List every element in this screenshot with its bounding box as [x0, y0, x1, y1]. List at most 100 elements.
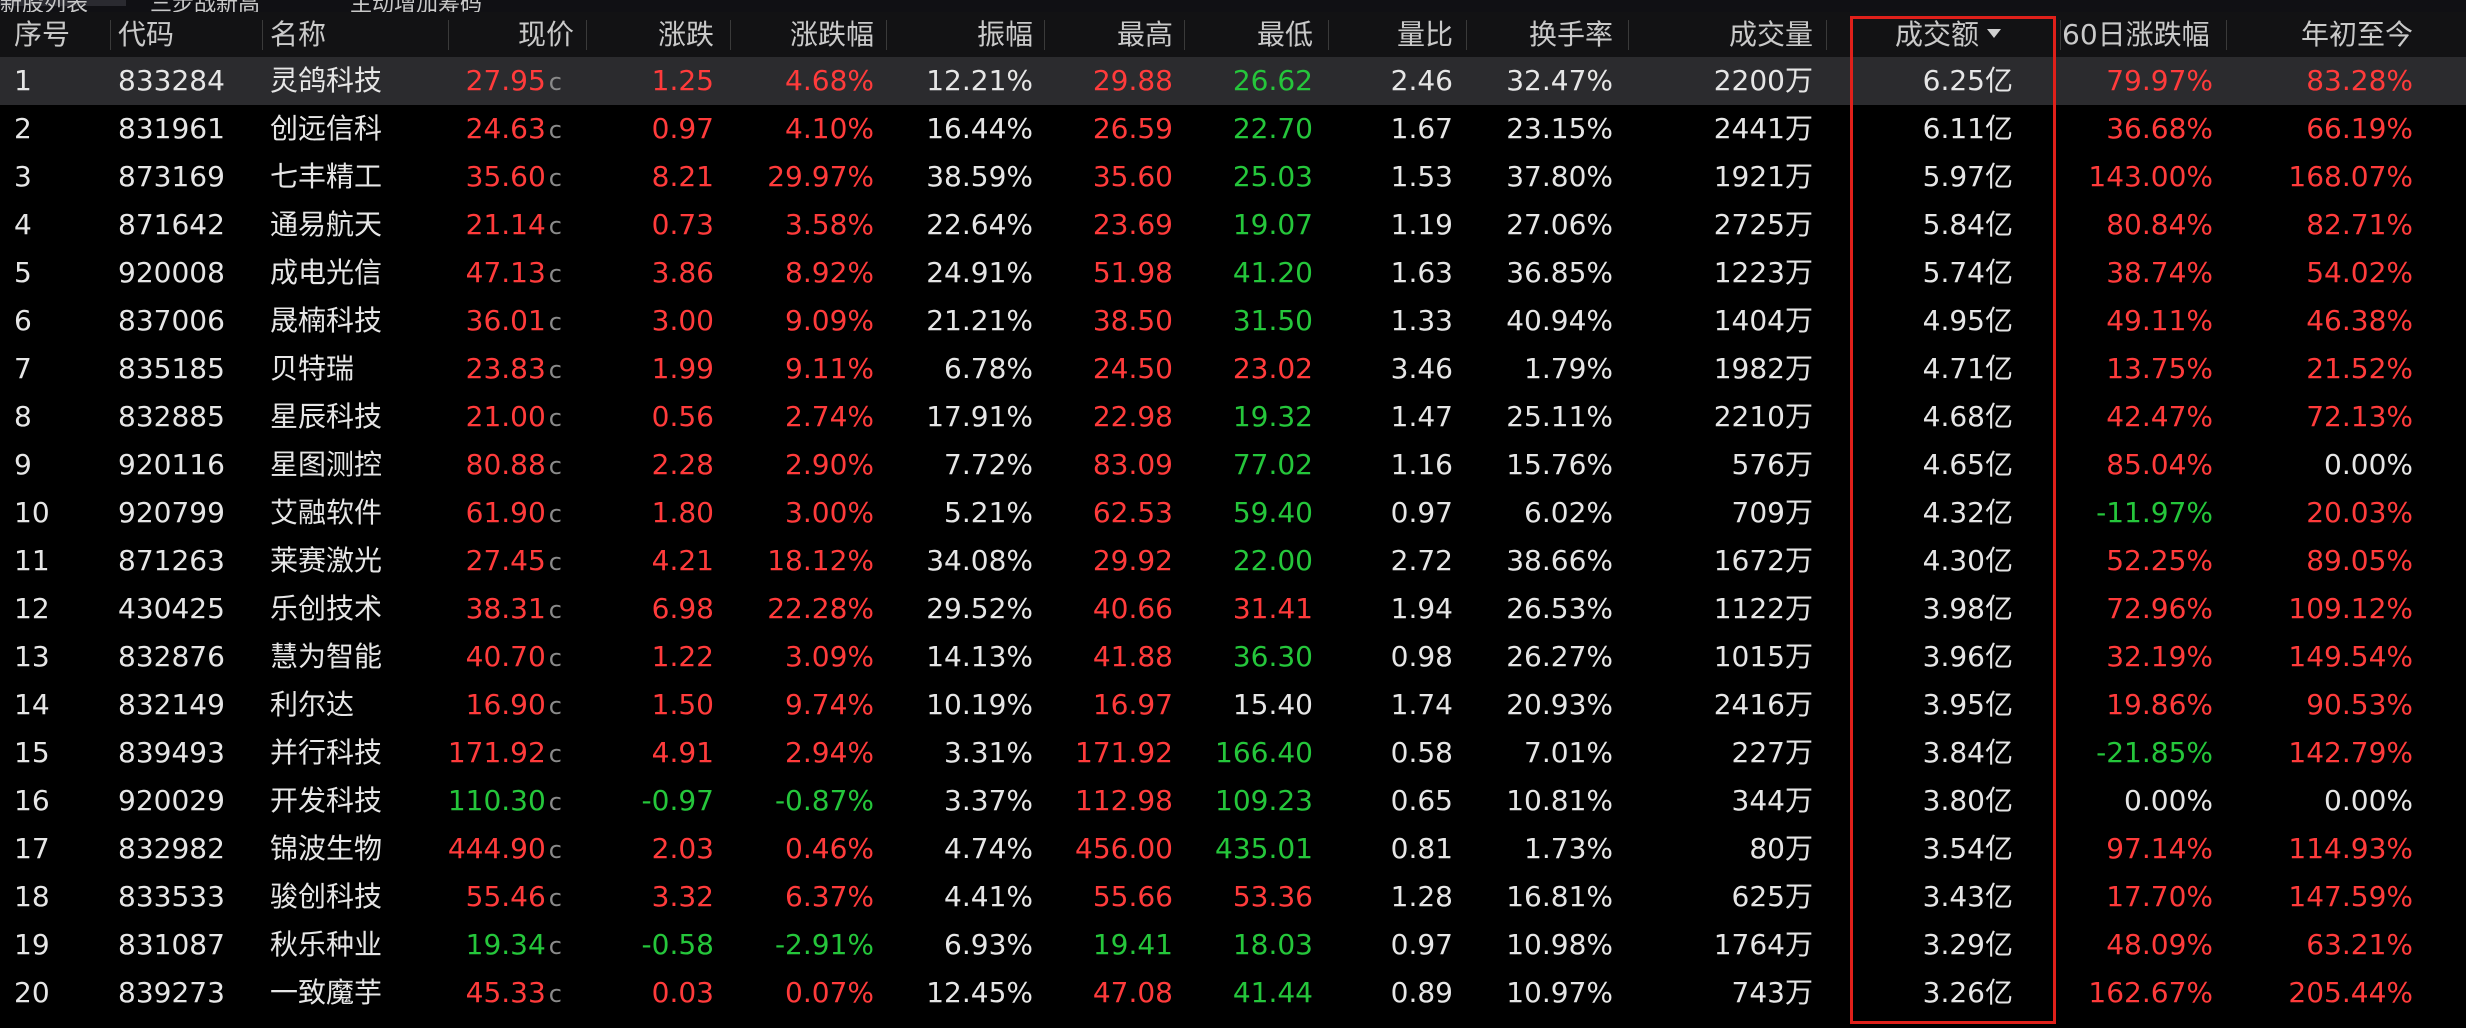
table-row[interactable]: 17 832982 锦波生物 444.90 c 2.03 0.46% 4.74% 456.00 4…: [0, 825, 2466, 873]
cell-index: 20: [14, 976, 50, 1009]
header-volume[interactable]: 成交量: [1728, 18, 1813, 51]
column-separator[interactable]: [886, 20, 887, 50]
cell-turnover: 20.93%: [1506, 688, 1613, 721]
column-separator[interactable]: [262, 20, 263, 50]
table-row[interactable]: 6 837006 晟楠科技 36.01 c 3.00 9.09% 21.21% 38.50 31.…: [0, 297, 2466, 345]
cell-amount: 4.95亿: [1922, 304, 2013, 337]
cell-ytd: 63.21%: [2306, 928, 2413, 961]
cell-code: 920029: [118, 784, 225, 817]
cell-change: 2.03: [651, 832, 714, 865]
cell-change: 0.03: [651, 976, 714, 1009]
column-separator[interactable]: [1466, 20, 1467, 50]
cell-index: 15: [14, 736, 50, 769]
column-separator[interactable]: [1044, 20, 1045, 50]
header-low[interactable]: 最低: [1256, 18, 1313, 51]
cell-60d-change: 49.11%: [2106, 304, 2213, 337]
price-suffix: c: [548, 644, 562, 672]
cell-amplitude: 17.91%: [926, 400, 1033, 433]
price-suffix: c: [548, 836, 562, 864]
cell-ytd: 20.03%: [2306, 496, 2413, 529]
column-separator[interactable]: [586, 20, 587, 50]
header-name[interactable]: 名称: [270, 18, 327, 51]
cell-name: 一致魔芋: [270, 976, 383, 1009]
header-turnover[interactable]: 换手率: [1528, 18, 1613, 51]
table-row[interactable]: 10 920799 艾融软件 61.90 c 1.80 3.00% 5.21% 62.53 59.…: [0, 489, 2466, 537]
cell-volume: 2725万: [1713, 208, 1813, 241]
table-row[interactable]: 15 839493 并行科技 171.92 c 4.91 2.94% 3.31% 171.92 1…: [0, 729, 2466, 777]
column-separator[interactable]: [110, 20, 111, 50]
cell-high: 19.41: [1092, 928, 1173, 961]
header-index[interactable]: 序号: [14, 18, 71, 51]
table-row[interactable]: 1 833284 灵鸽科技 27.95 c 1.25 4.68% 12.21% 29.88 26.…: [0, 57, 2466, 105]
cell-index: 1: [14, 64, 32, 97]
cell-price: 21.14 c: [420, 201, 562, 249]
header-change-pct[interactable]: 涨跌幅: [789, 18, 874, 51]
table-row[interactable]: 2 831961 创远信科 24.63 c 0.97 4.10% 16.44% 26.59 22.…: [0, 105, 2466, 153]
price-value: 55.46: [465, 880, 546, 913]
table-row[interactable]: 16 920029 开发科技 110.30 c -0.97 -0.87% 3.37% 112.9…: [0, 777, 2466, 825]
table-row[interactable]: 9 920116 星图测控 80.88 c 2.28 2.90% 7.72% 83.09 77.0…: [0, 441, 2466, 489]
header-amount[interactable]: 成交额: [1830, 12, 2001, 57]
column-separator[interactable]: [1826, 20, 1827, 50]
cell-code: 920116: [118, 448, 225, 481]
cell-low: 22.00: [1232, 544, 1313, 577]
cell-low: 435.01: [1215, 832, 1313, 865]
table-row[interactable]: 8 832885 星辰科技 21.00 c 0.56 2.74% 17.91% 22.98 19.…: [0, 393, 2466, 441]
cell-amount: 3.84亿: [1922, 736, 2013, 769]
cell-name: 莱赛激光: [270, 544, 383, 577]
cell-ytd: 66.19%: [2306, 112, 2413, 145]
table-row[interactable]: 11 871263 莱赛激光 27.45 c 4.21 18.12% 34.08% 29.92 2…: [0, 537, 2466, 585]
table-row[interactable]: 5 920008 成电光信 47.13 c 3.86 8.92% 24.91% 51.98 41.…: [0, 249, 2466, 297]
cell-high: 456.00: [1075, 832, 1173, 865]
cell-volume-ratio: 0.58: [1390, 736, 1453, 769]
cell-low: 109.23: [1215, 784, 1313, 817]
cell-ytd: 0.00%: [2324, 448, 2413, 481]
table-row[interactable]: 14 832149 利尔达 16.90 c 1.50 9.74% 10.19% 16.97 15.…: [0, 681, 2466, 729]
column-separator[interactable]: [2226, 20, 2227, 50]
price-value: 19.34: [465, 928, 546, 961]
header-change[interactable]: 涨跌: [657, 18, 714, 51]
header-ytd[interactable]: 年初至今: [2300, 18, 2413, 51]
cell-change: 0.73: [651, 208, 714, 241]
cell-amount: 3.29亿: [1922, 928, 2013, 961]
cell-volume-ratio: 1.94: [1390, 592, 1453, 625]
header-60d-change[interactable]: 60日涨跌幅: [2062, 18, 2210, 51]
cell-turnover: 32.47%: [1506, 64, 1613, 97]
table-row[interactable]: 4 871642 通易航天 21.14 c 0.73 3.58% 22.64% 23.69 19.…: [0, 201, 2466, 249]
table-row[interactable]: 7 835185 贝特瑞 23.83 c 1.99 9.11% 6.78% 24.50 23.02…: [0, 345, 2466, 393]
column-separator[interactable]: [730, 20, 731, 50]
tab-new-stocks[interactable]: 新股列表: [0, 0, 88, 12]
column-separator[interactable]: [1628, 20, 1629, 50]
cell-amplitude: 38.59%: [926, 160, 1033, 193]
price-suffix: c: [548, 548, 562, 576]
price-suffix: c: [548, 308, 562, 336]
tab-increase-chips[interactable]: 主动增加筹码: [350, 0, 482, 12]
table-row[interactable]: 20 839273 一致魔芋 45.33 c 0.03 0.07% 12.45% 47.08 41…: [0, 969, 2466, 1017]
cell-volume: 2210万: [1713, 400, 1813, 433]
header-high[interactable]: 最高: [1116, 18, 1173, 51]
cell-change-pct: 2.74%: [785, 400, 874, 433]
column-separator[interactable]: [1184, 20, 1185, 50]
cell-index: 13: [14, 640, 50, 673]
table-row[interactable]: 3 873169 七丰精工 35.60 c 8.21 29.97% 38.59% 35.60 25…: [0, 153, 2466, 201]
cell-ytd: 109.12%: [2288, 592, 2413, 625]
cell-60d-change: -21.85%: [2096, 736, 2213, 769]
column-separator[interactable]: [1328, 20, 1329, 50]
table-row[interactable]: 13 832876 慧为智能 40.70 c 1.22 3.09% 14.13% 41.88 36…: [0, 633, 2466, 681]
column-separator[interactable]: [448, 20, 449, 50]
cell-turnover: 10.97%: [1506, 976, 1613, 1009]
header-volume-ratio[interactable]: 量比: [1396, 18, 1453, 51]
cell-price: 27.45 c: [420, 537, 562, 585]
table-row[interactable]: 19 831087 秋乐种业 19.34 c -0.58 -2.91% 6.93% 19.41 1…: [0, 921, 2466, 969]
cell-code: 871263: [118, 544, 225, 577]
table-row[interactable]: 12 430425 乐创技术 38.31 c 6.98 22.28% 29.52% 40.66 3…: [0, 585, 2466, 633]
header-amplitude[interactable]: 振幅: [976, 18, 1033, 51]
header-price[interactable]: 现价: [517, 18, 574, 51]
header-code[interactable]: 代码: [118, 18, 175, 51]
cell-volume: 1672万: [1713, 544, 1813, 577]
tab-three-step-high[interactable]: 三步战新高: [150, 0, 260, 12]
table-row[interactable]: 18 833533 骏创科技 55.46 c 3.32 6.37% 4.41% 55.66 53.…: [0, 873, 2466, 921]
column-separator[interactable]: [2060, 20, 2061, 50]
cell-high: 38.50: [1092, 304, 1173, 337]
cell-index: 12: [14, 592, 50, 625]
